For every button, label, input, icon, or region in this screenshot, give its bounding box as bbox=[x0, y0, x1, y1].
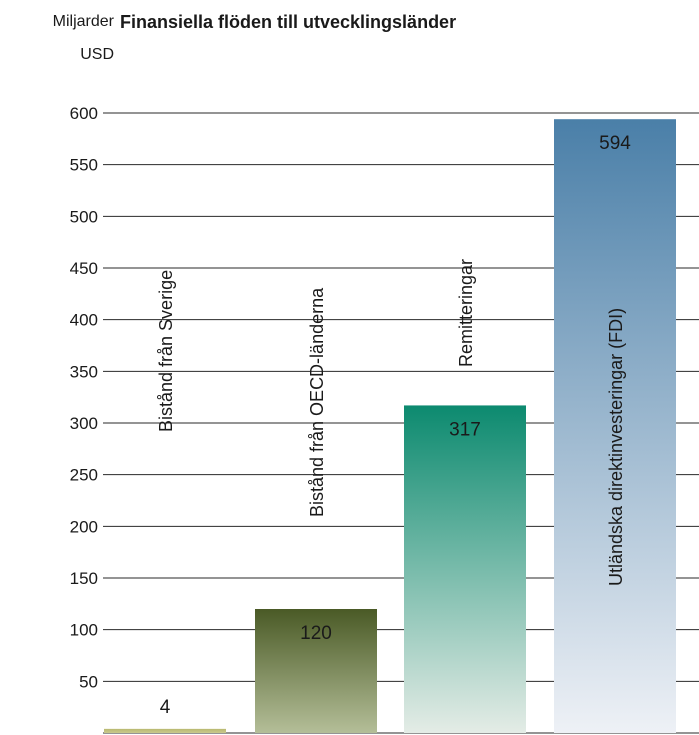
y-tick-label: 350 bbox=[70, 362, 98, 381]
category-label: Bistånd från OECD-länderna bbox=[307, 287, 327, 517]
chart-title: Finansiella flöden till utvecklingslände… bbox=[120, 12, 457, 32]
y-tick-label: 400 bbox=[70, 311, 98, 330]
bar-1 bbox=[104, 728, 226, 733]
y-tick-label: 200 bbox=[70, 517, 98, 536]
value-label: 4 bbox=[160, 697, 171, 718]
y-tick-label: 300 bbox=[70, 414, 98, 433]
category-label: Remitteringar bbox=[456, 259, 476, 367]
y-tick-label: 150 bbox=[70, 569, 98, 588]
bar-3 bbox=[404, 405, 526, 733]
bar-2 bbox=[255, 609, 377, 733]
bar-4 bbox=[554, 119, 676, 733]
value-label: 317 bbox=[449, 419, 481, 440]
y-tick-label: 600 bbox=[70, 104, 98, 123]
category-label: Utländska direktinvesteringar (FDI) bbox=[606, 308, 626, 586]
y-axis-label-line-2: USD bbox=[80, 46, 114, 63]
y-tick-label: 550 bbox=[70, 156, 98, 175]
category-label: Bistånd från Sverige bbox=[156, 270, 176, 432]
y-axis-label-line-1: Miljarder bbox=[52, 13, 114, 30]
y-tick-label: 50 bbox=[79, 672, 98, 691]
y-tick-label: 250 bbox=[70, 466, 98, 485]
y-tick-label: 450 bbox=[70, 259, 98, 278]
value-label: 594 bbox=[599, 133, 631, 154]
y-tick-label: 100 bbox=[70, 621, 98, 640]
y-tick-label: 500 bbox=[70, 207, 98, 226]
value-label: 120 bbox=[300, 623, 332, 644]
